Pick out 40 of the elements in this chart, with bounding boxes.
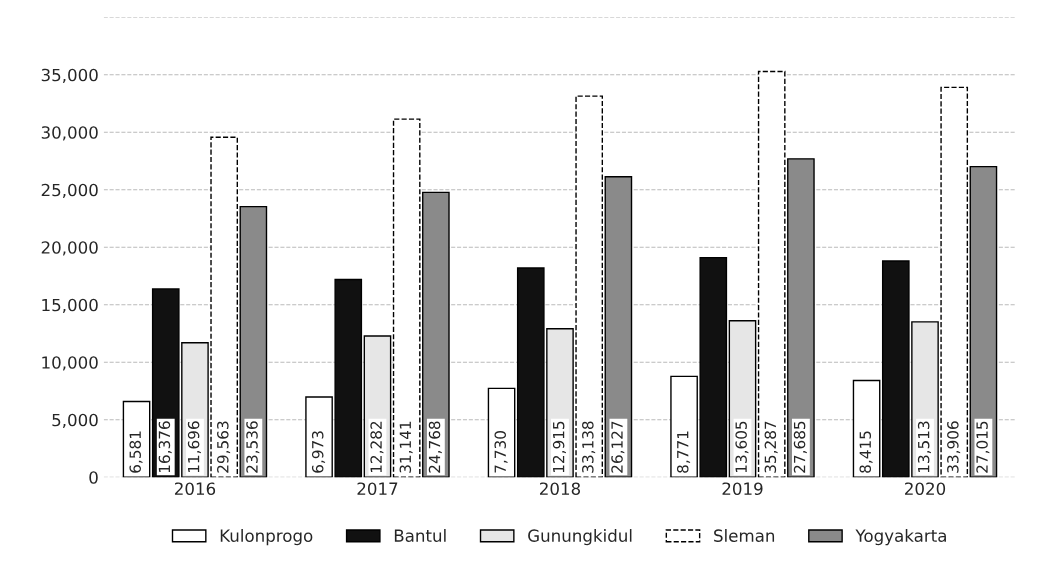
x-tick-label: 2018 [539, 482, 581, 496]
data-label: 13,513 [917, 421, 931, 473]
bar [969, 165, 998, 478]
data-label: 12,915 [552, 421, 566, 473]
x-tick-label: 2019 [722, 482, 763, 496]
data-label: 6,973 [311, 431, 326, 473]
y-tick-label: 20,000 [41, 241, 98, 256]
data-label: 31,141 [399, 421, 413, 473]
data-label: 6,581 [129, 431, 143, 473]
legend-label: Gunungkidul [528, 529, 632, 546]
data-label: 27,015 [976, 421, 990, 473]
x-tick-label: 2017 [357, 482, 398, 496]
data-label: 8,771 [676, 431, 691, 473]
legend-label: Yogyakarta [855, 529, 946, 546]
data-label: 33,906 [947, 421, 961, 473]
y-tick-label: 5,000 [52, 413, 98, 429]
y-tick-label: 25,000 [41, 183, 98, 199]
data-label: 16,376 [158, 421, 172, 473]
x-tick-label: 2016 [174, 482, 216, 496]
data-label: 24,768 [428, 421, 442, 473]
legend-label: Bantul [394, 529, 446, 542]
y-tick-label: 10,000 [42, 356, 98, 371]
data-label: 33,138 [582, 421, 596, 473]
data-label: 23,536 [246, 421, 260, 473]
data-label: 27,685 [793, 421, 807, 473]
x-tick-label: 2020 [905, 482, 946, 496]
data-label: 13,605 [735, 421, 749, 473]
y-tick-label: 15,000 [42, 298, 98, 314]
data-label: 7,730 [494, 431, 508, 473]
y-tick-label: 0 [89, 471, 98, 484]
legend-label: Kulonprogo [220, 529, 313, 546]
y-tick-label: 35,000 [41, 68, 98, 84]
data-label: 29,563 [217, 421, 231, 473]
data-label: 26,127 [611, 421, 625, 473]
data-label: 35,287 [764, 421, 778, 473]
data-label: 11,696 [187, 421, 201, 473]
data-label: 8,415 [859, 431, 873, 473]
y-tick-label: 30,000 [41, 126, 98, 141]
data-label: 12,282 [370, 421, 384, 473]
legend-label: Sleman [714, 529, 775, 542]
